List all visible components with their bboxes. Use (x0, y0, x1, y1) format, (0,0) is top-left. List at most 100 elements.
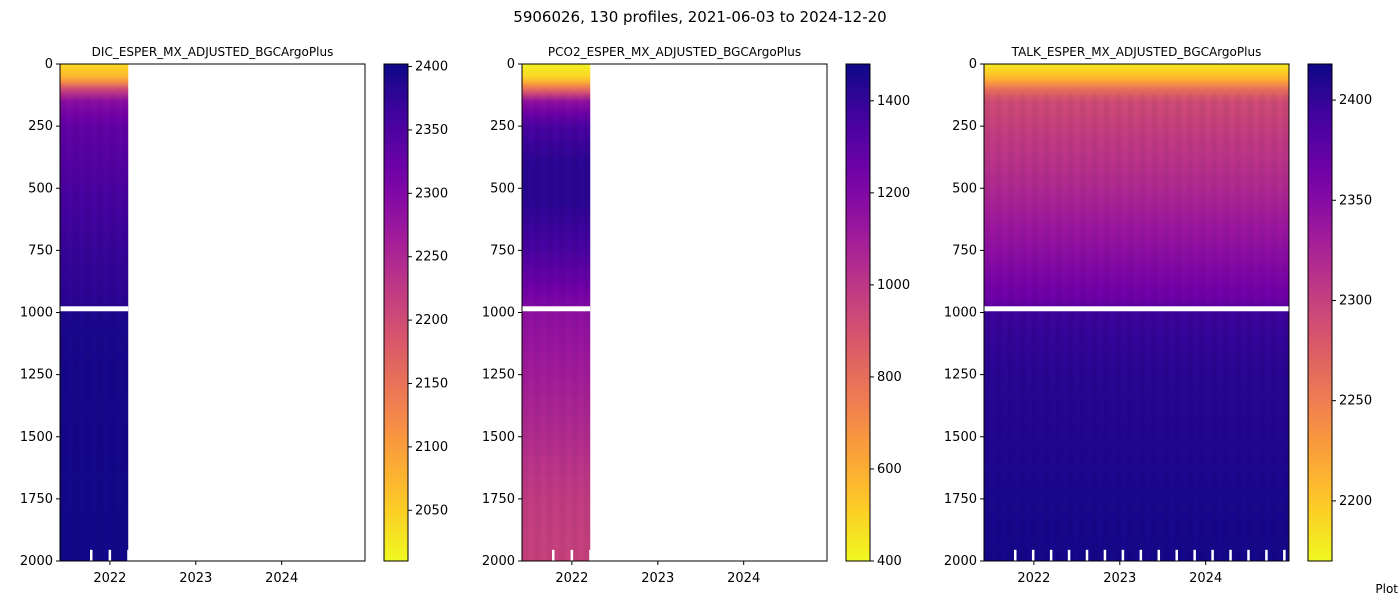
talk-colorbar-tick-label: 2200 (1339, 494, 1372, 509)
dic-y-tick-label: 250 (28, 119, 53, 134)
talk-profile-stripe (1128, 94, 1134, 561)
talk-x-tick-label: 2022 (1017, 571, 1050, 586)
talk-bottom-gap (1121, 549, 1125, 561)
talk-bottom-gap (1211, 549, 1214, 561)
dic-y-tick-label: 1500 (20, 430, 53, 445)
talk-profile-stripe (1020, 94, 1026, 561)
talk-y-tick-label: 1250 (944, 368, 977, 383)
talk-bottom-gap (1175, 549, 1178, 561)
corner-note: Plot (1375, 582, 1398, 596)
talk-bottom-gap (1085, 549, 1089, 561)
talk-profile-stripe (1175, 94, 1181, 561)
talk-y-tick-label: 750 (952, 243, 977, 258)
pco2-bottom-gap (552, 549, 555, 561)
talk-missing-band (984, 306, 1289, 312)
dic-profile-stripe (60, 94, 66, 561)
pco2-profile-stripe (584, 94, 590, 561)
heatmap-panel-pco2: PCO2_ESPER_MX_ADJUSTED_BGCArgoPlus 0 250 50… (482, 45, 910, 586)
talk-bottom-gap (1014, 549, 1017, 561)
pco2-colorbar-tick-label: 1400 (877, 94, 910, 109)
talk-profile-stripe (1211, 94, 1217, 561)
talk-bottom-gap (1103, 549, 1107, 561)
talk-profile-stripe (1247, 94, 1253, 561)
dic-profile-stripe (110, 94, 116, 561)
pco2-colorbar-tick-label: 1200 (877, 186, 910, 201)
talk-bottom-gap (1031, 549, 1035, 561)
talk-bottom-gap (1265, 549, 1268, 561)
talk-bottom-gap (1301, 549, 1304, 561)
pco2-y-tick-label: 750 (490, 243, 515, 258)
talk-colorbar (1307, 63, 1333, 562)
pco2-y-tick-label: 500 (490, 181, 515, 196)
pco2-profile-stripe (559, 94, 565, 561)
pco2-x-tick-label: 2022 (555, 571, 588, 586)
talk-panel-title: TALK_ESPER_MX_ADJUSTED_BGCArgoPlus (1011, 45, 1262, 59)
dic-colorbar-tick-label: 2200 (415, 313, 448, 328)
dic-bottom-gap (90, 549, 93, 561)
dic-colorbar-tick-label: 2400 (415, 60, 448, 75)
talk-bottom-gap (1283, 549, 1286, 561)
dic-x-tick-label: 2024 (265, 571, 298, 586)
talk-bottom-gap (1247, 549, 1250, 561)
dic-colorbar (383, 63, 409, 562)
pco2-profile-stripe (547, 94, 553, 561)
talk-profile-stripe (1044, 94, 1050, 561)
talk-profile-stripe (1092, 94, 1098, 561)
talk-colorbar-tick-label: 2400 (1339, 93, 1372, 108)
dic-bottom-gap (145, 549, 149, 561)
pco2-colorbar-tick-label: 400 (877, 554, 902, 569)
dic-y-tick-label: 750 (28, 243, 53, 258)
talk-profile-stripe (1032, 94, 1038, 561)
talk-colorbar-tick-label: 2300 (1339, 293, 1372, 308)
pco2-colorbar-tick-label: 1000 (877, 278, 910, 293)
talk-bottom-gap (1157, 549, 1161, 561)
heatmap-panel-talk: TALK_ESPER_MX_ADJUSTED_BGCArgoPlus 0 250 50… (944, 45, 1372, 586)
pco2-y-tick-label: 2000 (482, 554, 515, 569)
talk-profile-stripe (1199, 94, 1205, 561)
dic-bottom-gap (127, 549, 130, 561)
pco2-bottom-gap (570, 549, 574, 561)
dic-panel-title: DIC_ESPER_MX_ADJUSTED_BGCArgoPlus (92, 45, 334, 59)
pco2-heatmap-field (522, 64, 591, 561)
talk-bottom-gap (1229, 549, 1232, 561)
talk-profile-stripe (1139, 94, 1145, 561)
talk-y-tick-label: 1500 (944, 430, 977, 445)
talk-x-tick-label: 2024 (1189, 571, 1222, 586)
dic-colorbar-tick-label: 2100 (415, 440, 448, 455)
pco2-y-tick-label: 1000 (482, 306, 515, 321)
dic-profile-stripe (72, 94, 78, 561)
dic-missing-band (60, 306, 129, 312)
talk-profile-stripe (1151, 94, 1157, 561)
dic-y-tick-label: 500 (28, 181, 53, 196)
pco2-colorbar-tick-label: 800 (877, 370, 902, 385)
talk-profile-stripe (996, 94, 1002, 561)
pco2-panel-title: PCO2_ESPER_MX_ADJUSTED_BGCArgoPlus (548, 45, 801, 59)
talk-y-tick-label: 500 (952, 181, 977, 196)
pco2-x-tick-label: 2024 (727, 571, 760, 586)
dic-y-tick-label: 1000 (20, 306, 53, 321)
pco2-x-tick-label: 2023 (641, 571, 674, 586)
talk-profile-stripe (1235, 94, 1241, 561)
talk-profile-stripe (1008, 94, 1014, 561)
pco2-y-tick-label: 1500 (482, 430, 515, 445)
pco2-y-tick-label: 1750 (482, 492, 515, 507)
pco2-colorbar-tick-label: 600 (877, 462, 902, 477)
talk-profile-stripe (1080, 94, 1086, 561)
talk-y-tick-label: 0 (969, 57, 977, 72)
talk-profile-stripe (1187, 94, 1193, 561)
pco2-y-tick-label: 0 (507, 57, 515, 72)
dic-colorbar-tick-label: 2050 (415, 503, 448, 518)
heatmap-panel-dic: DIC_ESPER_MX_ADJUSTED_BGCArgoPlus 0 250 500… (20, 45, 448, 586)
talk-profile-stripe (1223, 94, 1229, 561)
talk-profile-stripe (1068, 94, 1074, 561)
talk-x-tick-label: 2023 (1103, 571, 1136, 586)
talk-bottom-gap (1139, 549, 1143, 561)
talk-bottom-gap (1193, 549, 1196, 561)
talk-profile-stripe (1116, 94, 1122, 561)
dic-y-tick-label: 1750 (20, 492, 53, 507)
talk-profile-stripe (1283, 94, 1289, 561)
talk-profile-stripe (1163, 94, 1169, 561)
talk-profile-stripe (1271, 94, 1277, 561)
dic-bottom-gap (108, 549, 112, 561)
pco2-bottom-gap (589, 549, 592, 561)
